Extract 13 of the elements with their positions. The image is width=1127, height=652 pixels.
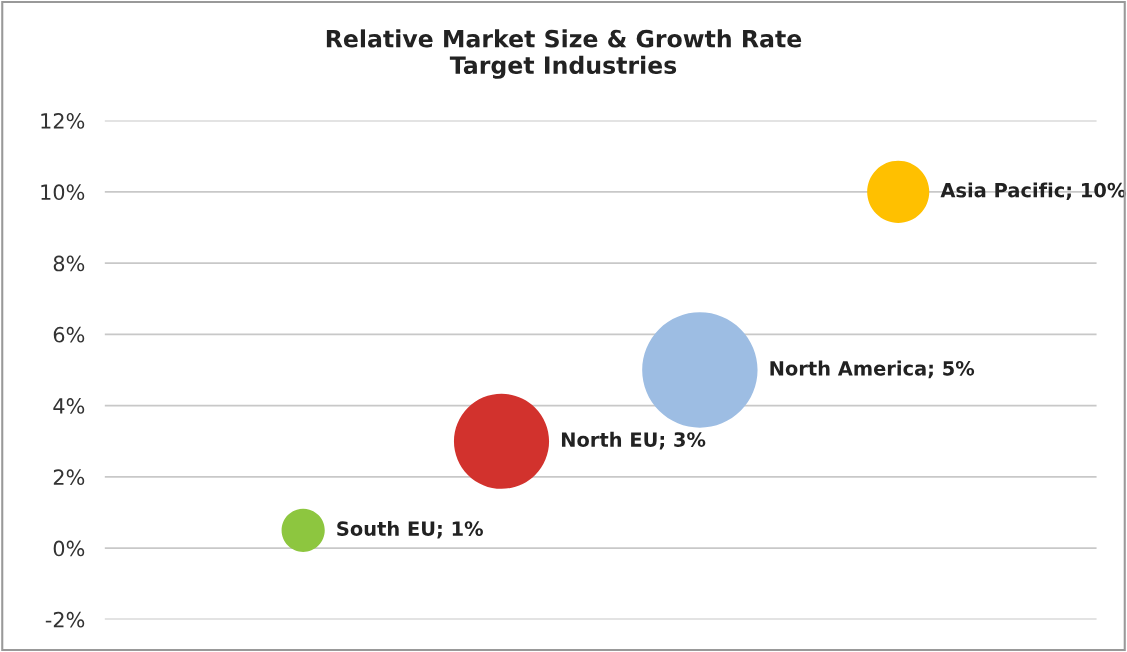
y-tick-label: 8% — [53, 255, 85, 272]
y-tick-label: 4% — [53, 398, 85, 414]
y-tick-label: 12% — [41, 113, 85, 129]
data-label: North EU; 3% — [561, 431, 706, 450]
data-label: South EU; 1% — [337, 520, 483, 539]
y-tick-label: 0% — [53, 540, 85, 557]
y-tick-label: -2% — [45, 611, 85, 628]
y-tick-label: 10% — [41, 184, 85, 201]
y-tick-label: 2% — [53, 469, 85, 486]
data-label: North America; 5% — [770, 360, 975, 379]
data-label: Asia Pacific; 10% — [940, 182, 1126, 200]
chart-title: Relative Market Size & Growth Rate Target Industries — [326, 29, 802, 79]
y-tick-label: 6% — [53, 326, 85, 343]
